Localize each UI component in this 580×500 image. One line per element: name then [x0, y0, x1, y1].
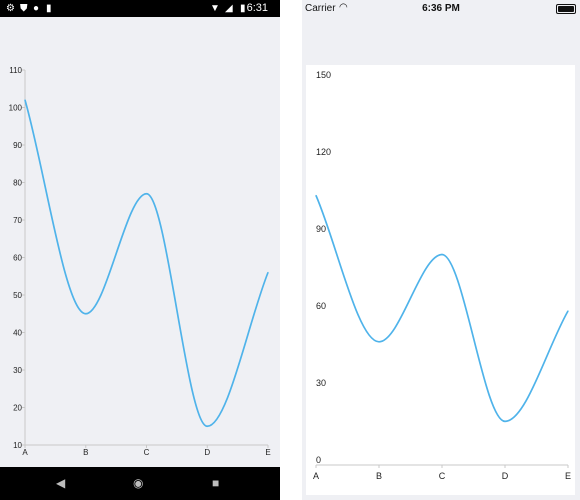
y-tick-label: 150: [316, 70, 331, 80]
y-tick-label: 60: [316, 301, 326, 311]
status-time: 6:31: [246, 2, 268, 14]
data-point: [504, 420, 506, 422]
ios-status-bar: Carrier ◠ 6:36 PM: [302, 0, 580, 20]
y-tick-label: 50: [13, 291, 22, 300]
home-icon[interactable]: ◉: [133, 476, 144, 490]
wifi-icon: ◠: [339, 2, 348, 13]
status-time: 6:36 PM: [422, 3, 460, 14]
android-line-chart: 10 20 30 40 50 60 70 80 90 100 110 A B C D E: [9, 66, 271, 457]
y-tick-label: 30: [13, 366, 22, 375]
y-tick-label: 100: [9, 104, 23, 113]
signal-icon: ◢: [225, 3, 233, 14]
ios-screen: Carrier ◠ 6:36 PM 0 30 60 90 120 150 A B C D E: [302, 0, 580, 500]
series-line: [315, 195, 569, 423]
y-tick-label: 90: [316, 224, 326, 234]
x-tick-label: A: [22, 448, 28, 457]
android-nav-bar: ◀ ◉ ■: [0, 467, 280, 500]
data-point: [24, 99, 26, 101]
y-tick-label: 120: [316, 147, 331, 157]
data-point: [441, 253, 443, 256]
x-tick-label: C: [439, 471, 446, 481]
data-point: [206, 425, 208, 427]
y-tick-label: 10: [13, 441, 22, 450]
data-point: [145, 193, 148, 195]
shield-icon: ⛊: [20, 3, 28, 14]
sd-card-icon: ▮: [46, 3, 52, 14]
android-status-bar: ⚙ ⛊ ● ▮ ▼ ◢ ▮ 6:31: [0, 0, 280, 17]
y-tick-label: 90: [13, 141, 22, 150]
y-tick-label: 20: [13, 404, 22, 413]
ios-line-chart: 0 30 60 90 120 150 A B C D E: [313, 70, 571, 481]
y-tick-label: 80: [13, 179, 22, 188]
wifi-icon: ▼: [210, 3, 220, 14]
android-screen: ⚙ ⛊ ● ▮ ▼ ◢ ▮ 6:31 10 20 30 40 50 60 70 80 90 100…: [0, 0, 280, 500]
battery-icon: ▮: [240, 3, 246, 14]
back-icon[interactable]: ◀: [56, 476, 66, 490]
data-point: [567, 310, 569, 312]
y-tick-label: 60: [13, 254, 22, 263]
circle-icon: ●: [33, 3, 40, 14]
x-tick-label: A: [313, 471, 319, 481]
y-tick-label: 30: [316, 378, 326, 388]
data-point: [267, 271, 269, 274]
gear-icon: ⚙: [6, 3, 15, 14]
y-tick-label: 0: [316, 455, 321, 465]
x-tick-label: C: [144, 448, 150, 457]
carrier-label: Carrier: [305, 3, 336, 14]
x-tick-label: D: [502, 471, 509, 481]
x-tick-label: E: [565, 471, 571, 481]
ios-chart-area: 0 30 60 90 120 150 A B C D E: [306, 65, 575, 495]
series-line: [24, 99, 269, 428]
y-tick-label: 40: [13, 329, 22, 338]
y-tick-label: 110: [9, 66, 22, 75]
battery-icon: [556, 4, 576, 14]
data-point: [85, 313, 87, 315]
data-point: [315, 194, 317, 197]
y-tick-label: 70: [13, 216, 22, 225]
x-tick-label: E: [265, 448, 270, 457]
data-point: [378, 341, 380, 343]
x-tick-label: D: [204, 448, 210, 457]
recents-icon[interactable]: ■: [212, 476, 220, 490]
x-tick-label: B: [376, 471, 382, 481]
x-tick-label: B: [83, 448, 88, 457]
